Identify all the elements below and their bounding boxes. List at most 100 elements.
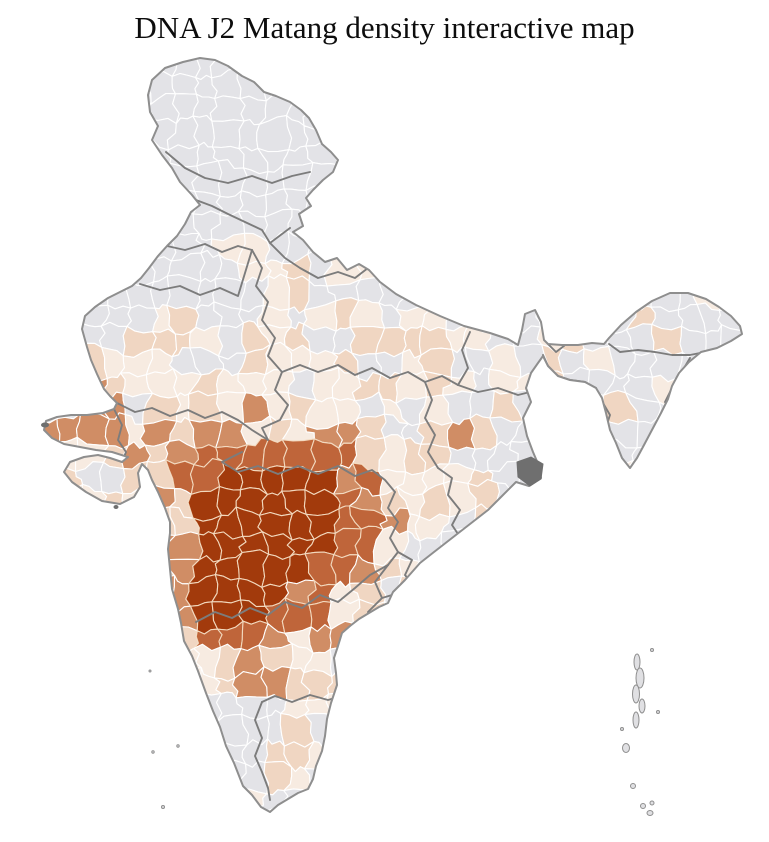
district[interactable]: [582, 252, 610, 287]
district[interactable]: [119, 212, 155, 234]
district[interactable]: [356, 254, 386, 281]
district[interactable]: [118, 553, 155, 584]
district[interactable]: [629, 605, 660, 626]
district[interactable]: [51, 342, 84, 377]
district[interactable]: [400, 789, 431, 816]
district[interactable]: [125, 69, 152, 105]
district[interactable]: [50, 740, 81, 774]
district[interactable]: [541, 687, 567, 726]
district[interactable]: [404, 733, 428, 767]
district[interactable]: [702, 392, 732, 423]
district[interactable]: [147, 186, 176, 221]
district[interactable]: [218, 808, 248, 839]
district[interactable]: [423, 235, 456, 260]
district[interactable]: [355, 649, 384, 673]
district[interactable]: [487, 281, 519, 309]
district[interactable]: [493, 605, 523, 627]
district[interactable]: [29, 781, 62, 812]
district[interactable]: [55, 116, 77, 147]
district[interactable]: [680, 598, 706, 631]
district[interactable]: [698, 98, 731, 124]
district[interactable]: [56, 276, 78, 306]
district[interactable]: [651, 251, 684, 288]
district[interactable]: [587, 114, 614, 147]
district[interactable]: [559, 395, 590, 423]
district[interactable]: [53, 256, 76, 286]
district[interactable]: [57, 562, 86, 588]
district[interactable]: [35, 207, 59, 243]
district[interactable]: [466, 252, 495, 284]
district[interactable]: [50, 582, 82, 601]
district[interactable]: [556, 417, 592, 449]
district[interactable]: [398, 575, 431, 604]
district[interactable]: [579, 673, 615, 703]
district[interactable]: [351, 136, 386, 174]
district[interactable]: [53, 207, 76, 240]
district[interactable]: [695, 642, 725, 676]
district[interactable]: [743, 237, 769, 258]
district[interactable]: [673, 239, 701, 265]
district[interactable]: [53, 185, 83, 220]
district[interactable]: [625, 505, 659, 542]
district[interactable]: [589, 208, 615, 240]
district[interactable]: [102, 623, 135, 656]
district[interactable]: [555, 534, 593, 565]
district[interactable]: [78, 782, 108, 812]
district[interactable]: [476, 277, 493, 310]
district[interactable]: [509, 282, 545, 312]
district[interactable]: [468, 641, 499, 678]
district[interactable]: [600, 786, 631, 817]
district[interactable]: [462, 230, 501, 260]
district[interactable]: [494, 528, 515, 564]
district[interactable]: [516, 255, 544, 288]
district[interactable]: [744, 669, 769, 693]
district[interactable]: [717, 254, 749, 287]
district[interactable]: [422, 97, 449, 125]
district[interactable]: [462, 711, 499, 750]
district[interactable]: [491, 184, 524, 214]
district[interactable]: [539, 602, 570, 633]
district[interactable]: [608, 559, 637, 591]
district[interactable]: [671, 209, 700, 243]
district[interactable]: [371, 737, 409, 766]
district[interactable]: [372, 648, 409, 675]
district[interactable]: [580, 71, 614, 99]
district[interactable]: [698, 784, 729, 815]
district[interactable]: [96, 47, 133, 78]
district[interactable]: [33, 164, 64, 197]
district[interactable]: [534, 210, 561, 242]
district[interactable]: [563, 114, 592, 142]
district[interactable]: [333, 116, 360, 145]
district[interactable]: [741, 646, 769, 676]
district[interactable]: [73, 807, 106, 833]
district[interactable]: [147, 689, 170, 727]
district[interactable]: [452, 764, 469, 790]
district[interactable]: [79, 528, 106, 565]
district[interactable]: [654, 717, 681, 749]
district[interactable]: [648, 557, 679, 588]
district[interactable]: [105, 761, 133, 786]
district[interactable]: [702, 136, 728, 170]
district[interactable]: [302, 98, 340, 131]
district[interactable]: [649, 757, 683, 791]
district[interactable]: [602, 759, 630, 794]
district[interactable]: [52, 436, 79, 473]
district[interactable]: [608, 604, 636, 632]
district[interactable]: [718, 352, 752, 373]
district[interactable]: [582, 485, 616, 516]
district[interactable]: [54, 162, 83, 193]
district[interactable]: [31, 304, 59, 332]
district[interactable]: [560, 781, 591, 817]
district[interactable]: [147, 162, 173, 193]
district[interactable]: [626, 764, 655, 795]
district[interactable]: [50, 620, 85, 659]
district[interactable]: [580, 91, 614, 119]
district[interactable]: [556, 70, 587, 96]
district[interactable]: [722, 509, 751, 542]
district[interactable]: [606, 275, 637, 310]
district[interactable]: [654, 580, 685, 610]
district[interactable]: [649, 690, 681, 724]
district[interactable]: [680, 620, 705, 653]
district[interactable]: [33, 554, 64, 587]
